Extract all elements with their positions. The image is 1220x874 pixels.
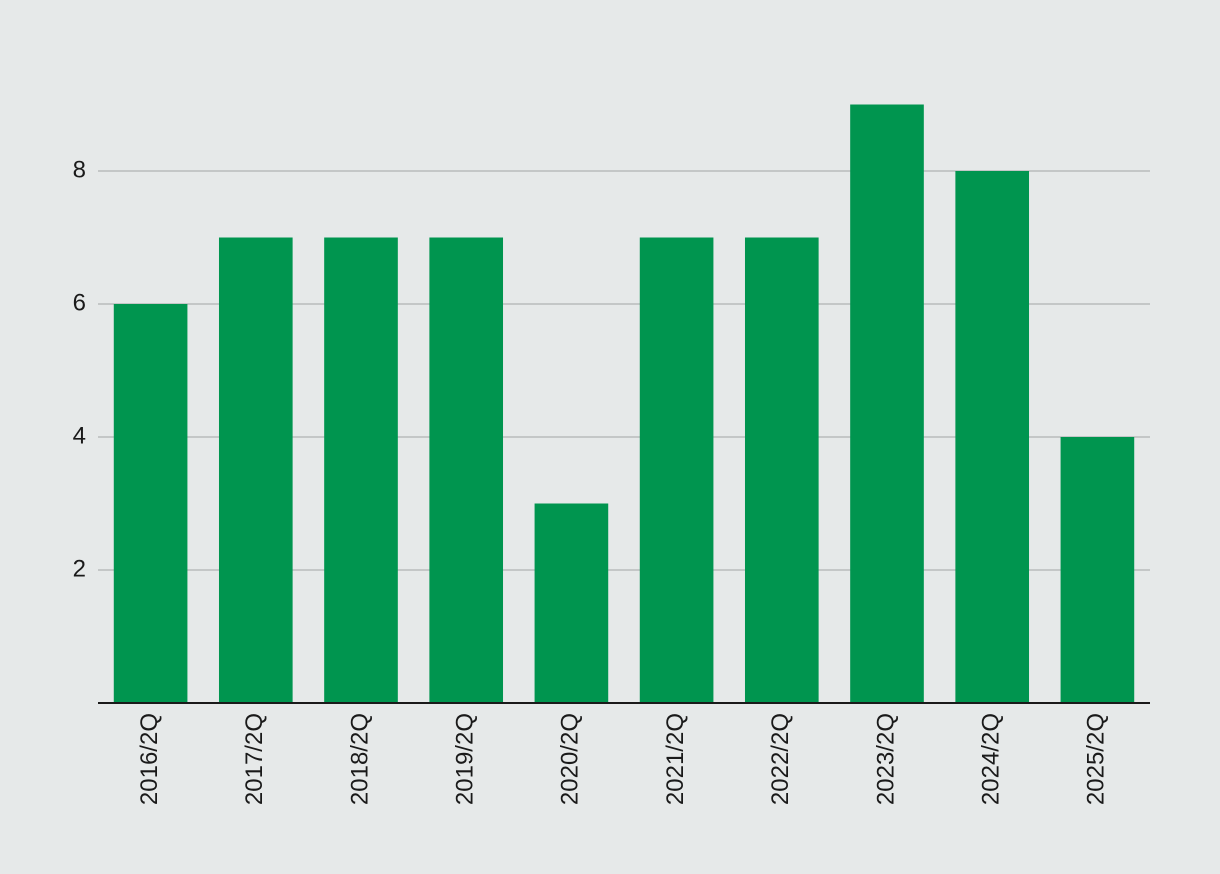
bar xyxy=(850,104,924,703)
y-tick-label: 8 xyxy=(73,156,86,183)
y-tick-label: 6 xyxy=(73,289,86,316)
x-tick-label: 2016/2Q xyxy=(136,713,163,805)
x-tick-label: 2018/2Q xyxy=(346,713,373,805)
x-tick-label: 2022/2Q xyxy=(767,713,794,805)
x-tick-label: 2023/2Q xyxy=(872,713,899,805)
x-tick-label: 2019/2Q xyxy=(452,713,479,805)
bar xyxy=(1060,437,1135,703)
y-tick-label: 4 xyxy=(73,422,86,449)
x-tick-label: 2020/2Q xyxy=(557,713,584,805)
bar xyxy=(324,237,398,703)
x-tick-label: 2024/2Q xyxy=(978,713,1005,805)
x-tick-label: 2017/2Q xyxy=(241,713,268,805)
y-tick-label: 2 xyxy=(73,555,86,582)
bar xyxy=(218,237,293,703)
x-tick-label: 2021/2Q xyxy=(662,713,689,805)
bar xyxy=(639,237,714,703)
bar xyxy=(113,304,188,703)
bar xyxy=(955,171,1030,703)
x-tick-label: 2025/2Q xyxy=(1083,713,1110,805)
bar xyxy=(429,237,504,703)
bar xyxy=(534,503,609,703)
bar xyxy=(744,237,819,703)
